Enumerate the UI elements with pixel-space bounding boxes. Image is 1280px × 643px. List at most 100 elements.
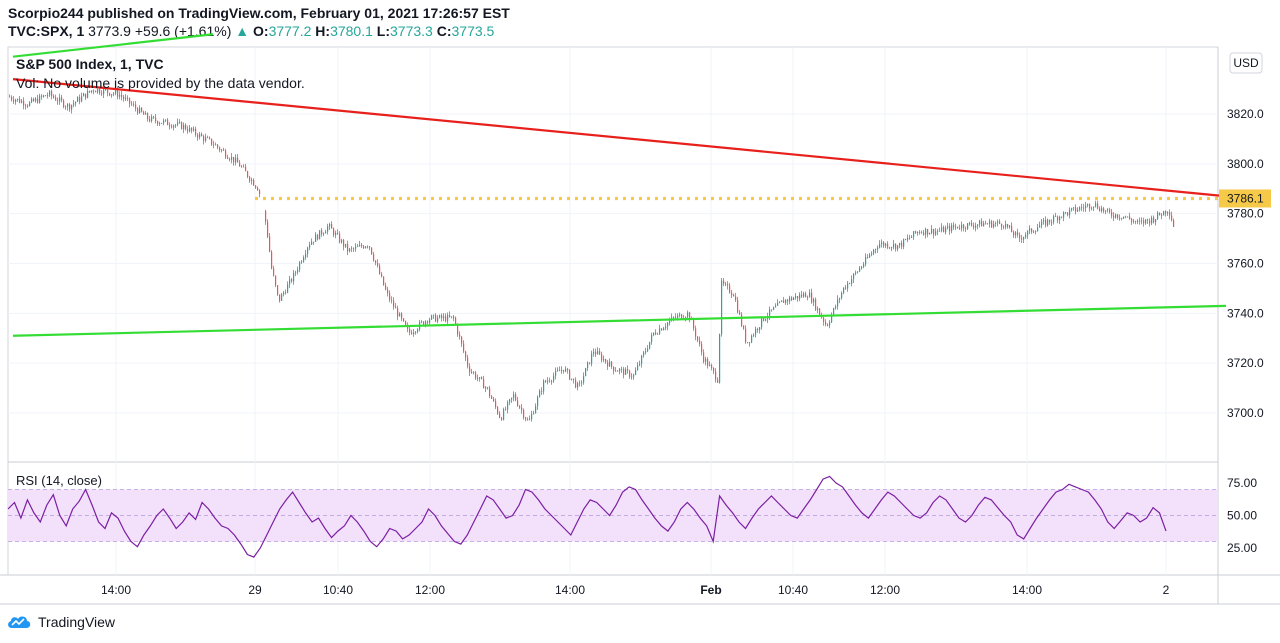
candle: [765, 318, 767, 322]
candle: [1123, 216, 1125, 220]
candle: [743, 325, 745, 330]
candle: [727, 281, 729, 290]
candle: [597, 347, 599, 355]
candle: [343, 238, 345, 251]
candle: [501, 416, 503, 421]
candle: [619, 367, 621, 375]
candle: [739, 309, 741, 315]
candle: [981, 218, 983, 227]
candle: [45, 95, 47, 97]
candle: [515, 392, 517, 402]
candle: [957, 226, 959, 229]
candle: [575, 377, 577, 389]
candle: [789, 295, 791, 305]
candle: [139, 105, 141, 114]
candle: [479, 376, 481, 382]
candle: [1135, 220, 1137, 225]
candle: [811, 288, 813, 304]
candle: [1105, 210, 1107, 215]
candle: [1171, 211, 1173, 222]
candle: [1023, 236, 1025, 244]
candle: [135, 101, 137, 112]
symbol-label: TVC:SPX, 1: [8, 23, 85, 39]
candle: [929, 232, 931, 235]
candle: [819, 308, 821, 315]
candle: [205, 133, 207, 143]
candle: [93, 89, 95, 95]
candle: [809, 289, 811, 298]
time-tick-label: 2: [1163, 583, 1170, 597]
candle: [13, 96, 15, 104]
candle: [137, 107, 139, 116]
price-tick-label: 3800.0: [1227, 157, 1264, 171]
candle: [459, 331, 461, 340]
candle: [661, 327, 663, 331]
candle: [421, 320, 423, 324]
candle: [257, 186, 259, 191]
tradingview-logo[interactable]: TradingView: [6, 614, 115, 630]
candle: [411, 329, 413, 335]
time-tick-label: 10:40: [778, 583, 808, 597]
candle: [543, 379, 545, 395]
candle: [733, 293, 735, 297]
close-label: C:: [436, 23, 452, 39]
candle: [259, 189, 261, 198]
candle: [219, 146, 221, 153]
candle: [757, 327, 759, 333]
candle: [855, 270, 857, 276]
candle: [265, 209, 267, 225]
candle: [657, 332, 659, 335]
candle: [719, 333, 721, 384]
candle: [69, 102, 71, 112]
candle: [701, 341, 703, 356]
candle: [1045, 216, 1047, 228]
candle: [179, 119, 181, 124]
candle: [273, 265, 275, 277]
candle: [895, 243, 897, 252]
candle: [1009, 225, 1011, 229]
candle: [777, 299, 779, 306]
candle: [847, 281, 849, 292]
candle: [963, 223, 965, 232]
candle: [183, 122, 185, 133]
candle: [1093, 206, 1095, 211]
candle: [439, 314, 441, 319]
candle: [971, 219, 973, 227]
tradingview-cloud-icon: [8, 616, 31, 628]
candle: [813, 297, 815, 307]
candle: [1011, 222, 1013, 233]
candle: [171, 124, 173, 129]
candle: [795, 293, 797, 300]
candle: [147, 112, 149, 122]
candle: [959, 224, 961, 230]
candle: [339, 231, 341, 244]
candle: [155, 114, 157, 124]
candle: [621, 366, 623, 373]
candle: [631, 373, 633, 380]
candle: [905, 238, 907, 241]
candle: [993, 220, 995, 229]
candle: [1161, 213, 1163, 220]
candle: [11, 95, 13, 102]
candle: [909, 234, 911, 240]
candle: [1157, 211, 1159, 221]
candle: [1073, 207, 1075, 211]
candle: [589, 362, 591, 365]
candle: [1081, 203, 1083, 212]
low-label: L:: [376, 23, 391, 39]
price-tick-label: 3740.0: [1227, 306, 1264, 320]
candle: [629, 369, 631, 379]
candle: [465, 350, 467, 362]
candle: [939, 227, 941, 232]
candle: [209, 136, 211, 140]
candle: [217, 144, 219, 150]
candle: [371, 247, 373, 255]
candle: [249, 175, 251, 183]
candle: [109, 92, 111, 97]
candle: [225, 148, 227, 160]
candle: [941, 223, 943, 233]
candle: [481, 376, 483, 380]
candle: [91, 90, 93, 94]
candle: [933, 228, 935, 239]
